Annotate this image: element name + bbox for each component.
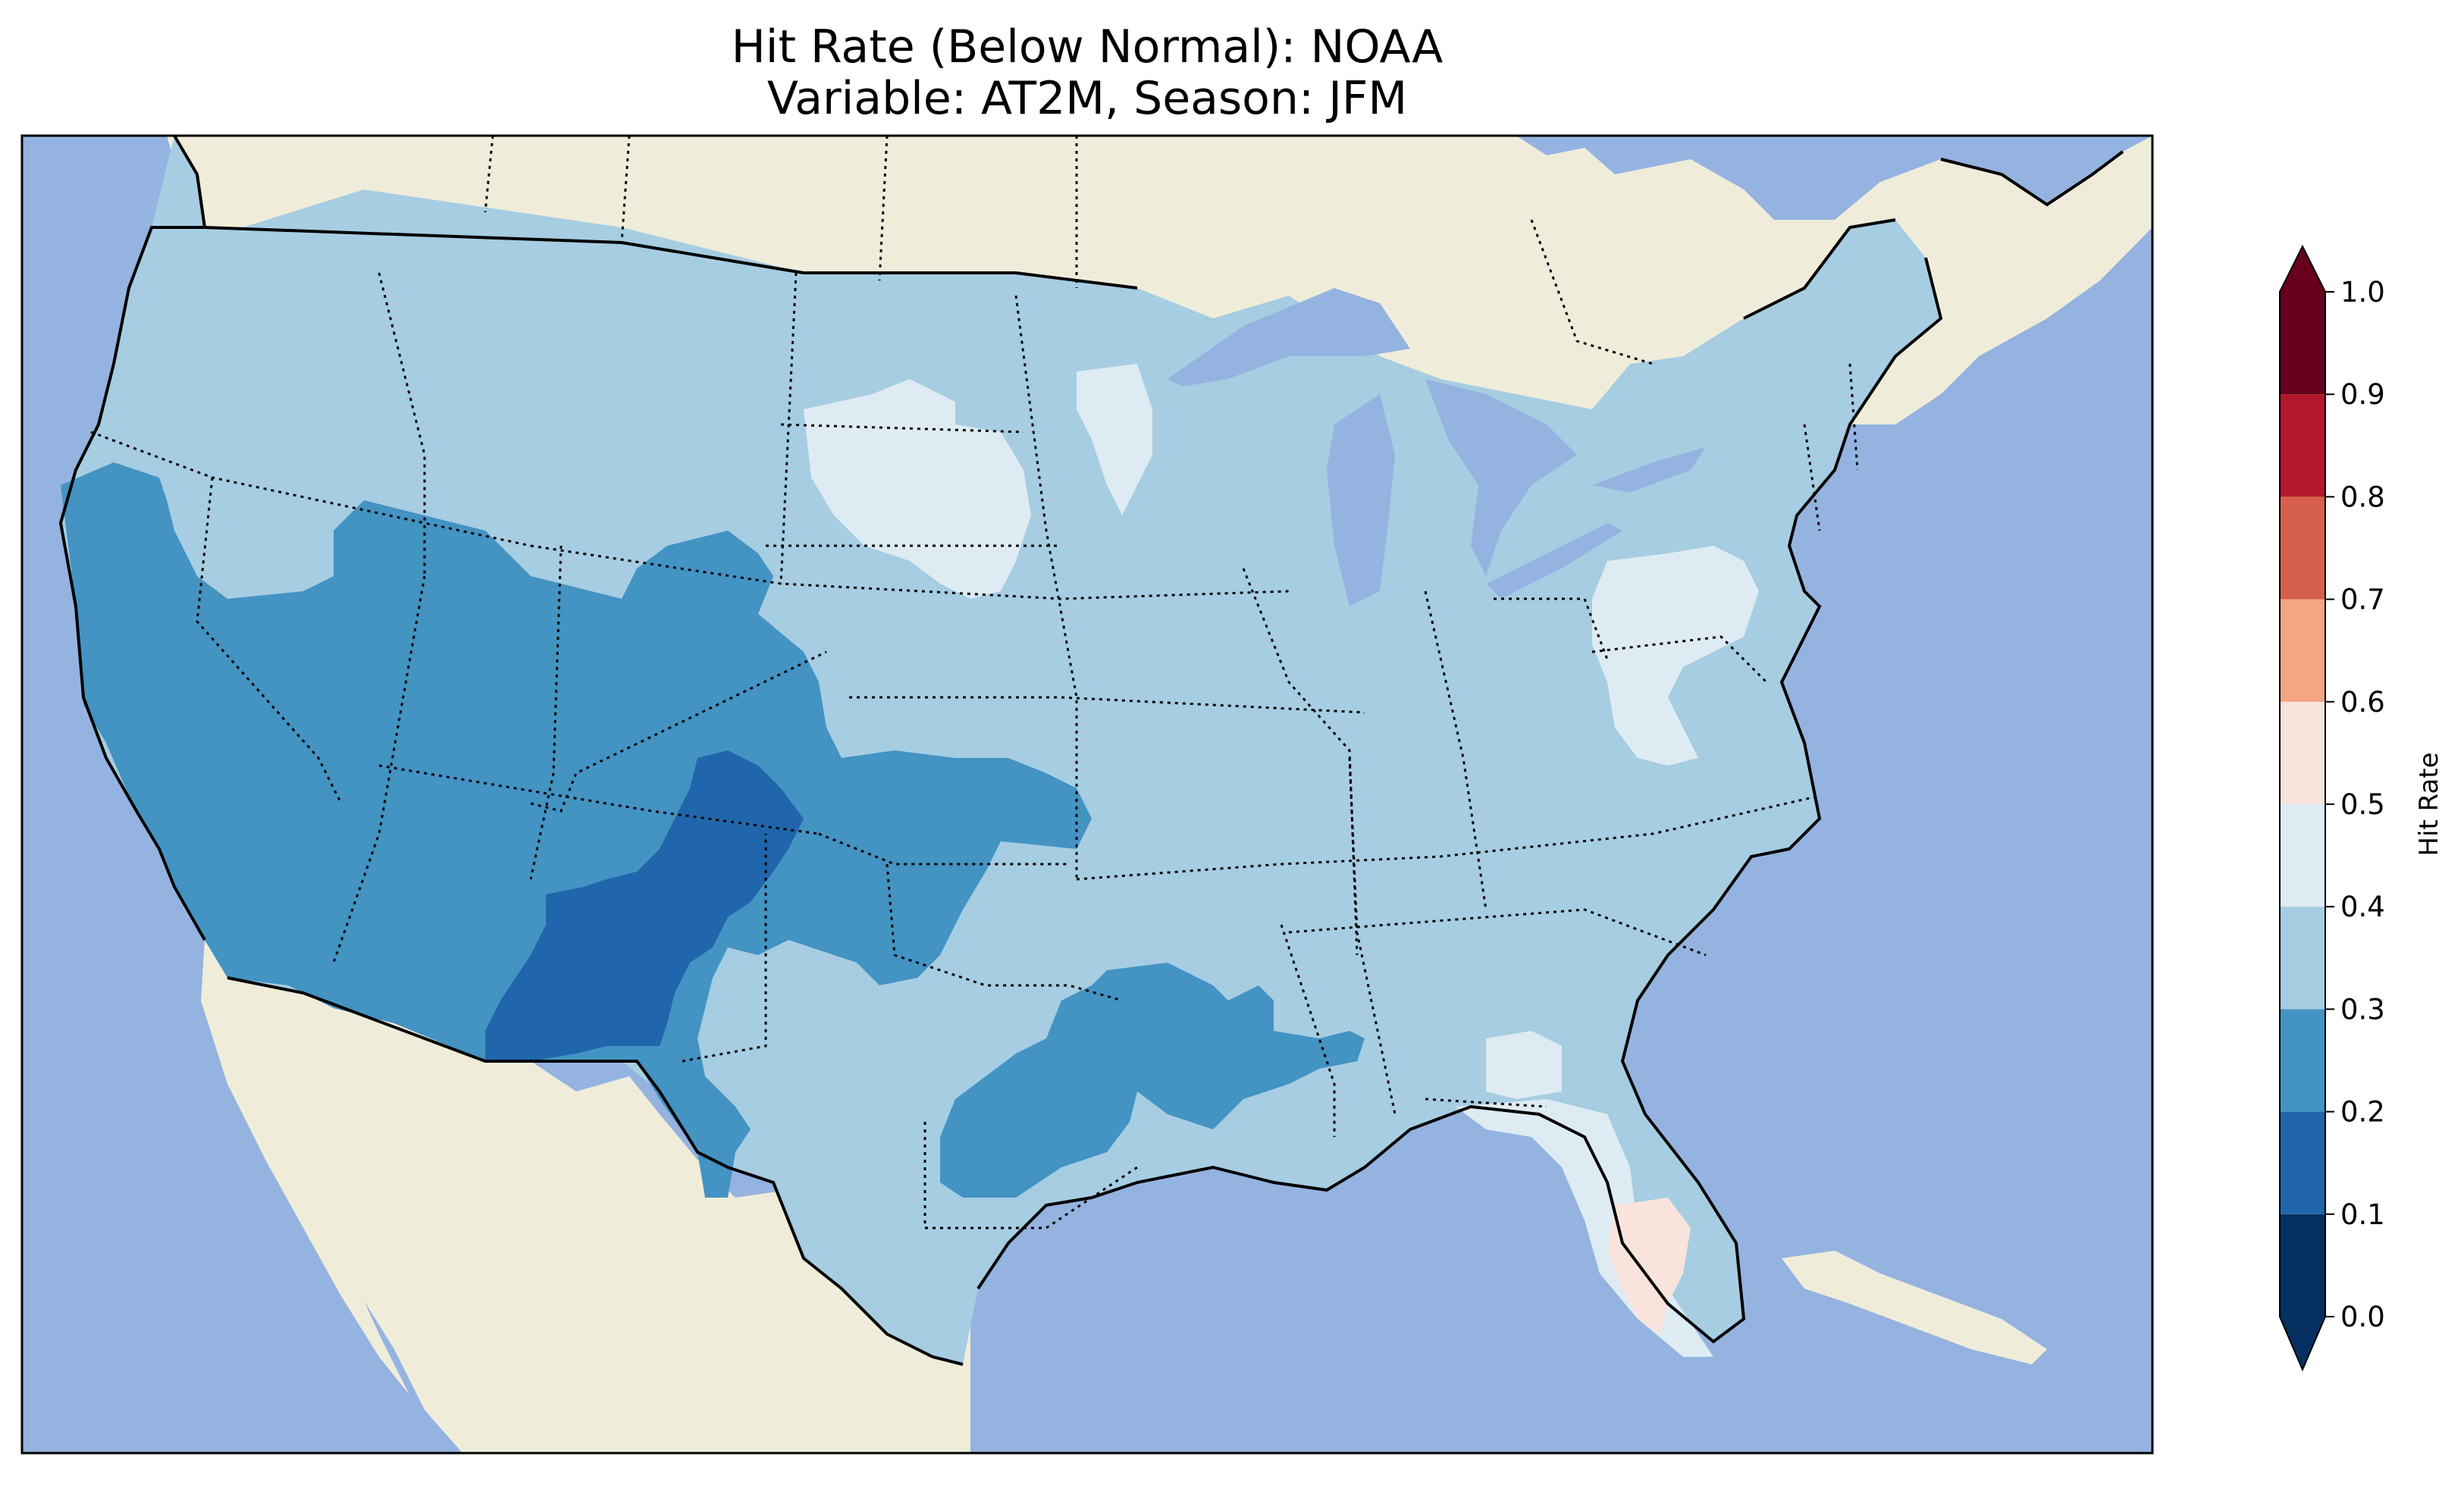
- colorbar-tick-label: 0.1: [2340, 1198, 2385, 1231]
- country-borders-coasts: [58, 136, 2124, 1366]
- colorbar-tick-label: 0.9: [2340, 378, 2385, 411]
- colorbar-bins: [2280, 292, 2325, 1317]
- province-borders: [484, 136, 1654, 365]
- colorbar-bin: [2280, 907, 2325, 1010]
- colorbar-extend-bottom: [2280, 1317, 2325, 1370]
- chart-title-line-1: Hit Rate (Below Normal): NOAA: [731, 20, 1444, 74]
- colorbar-bin: [2280, 292, 2325, 395]
- colorbar-bin: [2280, 701, 2325, 804]
- colorbar-bin: [2280, 496, 2325, 600]
- us-field-south-02: [940, 963, 1365, 1198]
- land-cuba: [1782, 1251, 2047, 1364]
- us-field-pa-04: [1592, 546, 1759, 766]
- us-field-mn-04: [1077, 364, 1152, 515]
- colorbar-tick-label: 0.0: [2340, 1301, 2385, 1333]
- great-lakes: [1168, 288, 1706, 606]
- colorbar-tick-label: 0.7: [2340, 584, 2385, 616]
- colorbar-tick-label: 0.8: [2340, 481, 2385, 513]
- colorbar-extend-top: [2280, 246, 2325, 292]
- colorbar-tick-label: 1.0: [2340, 276, 2385, 309]
- us-field-west-02: [61, 462, 1092, 1198]
- map-content: [22, 136, 2152, 1453]
- colorbar-bin: [2280, 599, 2325, 702]
- colorbar-tick-label: 0.6: [2340, 686, 2385, 719]
- colorbar-ticks: 0.0 0.1 0.2 0.3 0.4 0.5 0.6 0.7 0.8 0.9 1.0: [2325, 276, 2385, 1333]
- colorbar-bin: [2280, 1111, 2325, 1214]
- colorbar-label: Hit Rate: [2414, 752, 2444, 856]
- map-frame: [20, 134, 2154, 1455]
- us-field-plains-04: [804, 379, 1031, 599]
- colorbar-bin: [2280, 394, 2325, 497]
- land-mexico: [205, 936, 970, 1453]
- colorbar-tick-label: 0.2: [2340, 1096, 2385, 1129]
- us-field-sfl-05: [1607, 1198, 1691, 1334]
- chart-title-line-2: Variable: AT2M, Season: JFM: [766, 72, 1408, 125]
- colorbar-tick-label: 0.3: [2340, 993, 2385, 1026]
- colorbar-bin: [2280, 1009, 2325, 1112]
- us-field-ga-04: [1486, 1031, 1562, 1099]
- colorbar-bin: [2280, 804, 2325, 907]
- state-borders: [90, 272, 1859, 1229]
- colorbar-bin: [2280, 1214, 2325, 1317]
- us-field-nm-01: [485, 750, 804, 1061]
- colorbar-tick-label: 0.4: [2340, 891, 2385, 923]
- colorbar-tick-label: 0.5: [2340, 788, 2385, 821]
